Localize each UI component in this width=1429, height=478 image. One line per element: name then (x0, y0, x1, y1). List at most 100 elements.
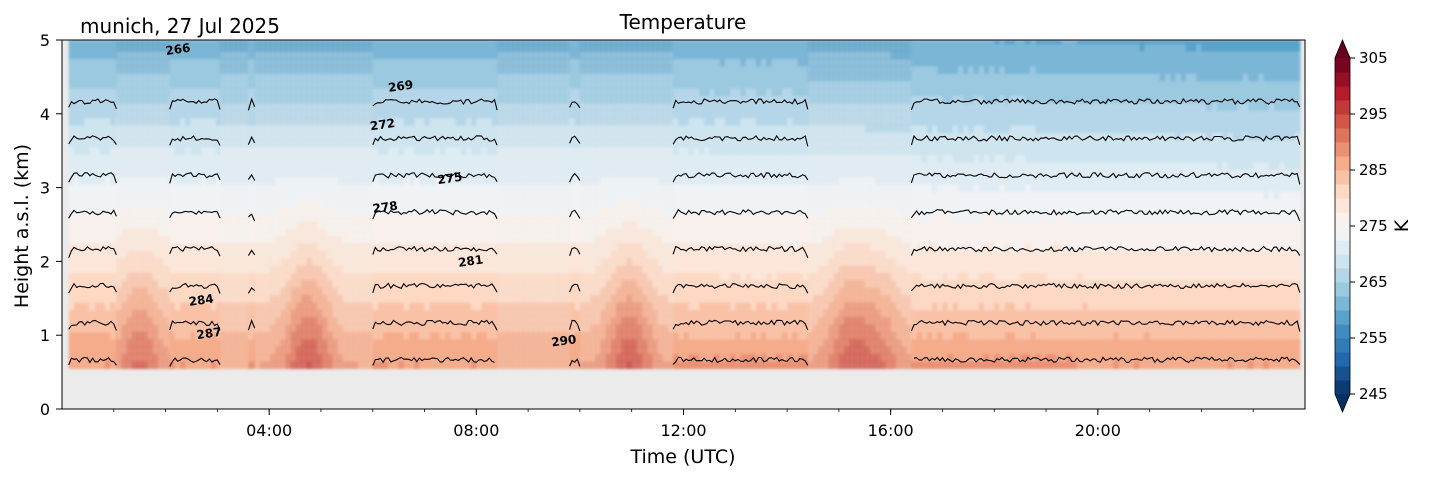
heatmap-cell (502, 250, 509, 259)
heatmap-cell (533, 87, 540, 96)
heatmap-cell (353, 65, 359, 74)
heatmap-cell (347, 242, 354, 251)
heatmap-cell (306, 176, 313, 185)
heatmap-cell (590, 169, 597, 178)
heatmap-cell (403, 102, 410, 111)
heatmap-cell (590, 198, 597, 207)
heatmap-cell (116, 220, 123, 229)
heatmap-cell (543, 228, 550, 237)
heatmap-cell (79, 279, 85, 288)
heatmap-cell (337, 250, 344, 259)
heatmap-cell (152, 198, 159, 207)
heatmap-cell (353, 235, 359, 244)
heatmap-cell (296, 65, 302, 74)
heatmap-cell (393, 87, 400, 96)
heatmap-cell (559, 102, 565, 111)
heatmap-cell (240, 250, 247, 259)
heatmap-cell (465, 87, 472, 96)
heatmap-cell (538, 139, 545, 148)
heatmap-cell (616, 87, 622, 96)
heatmap-cell (409, 206, 415, 215)
heatmap-cell (290, 346, 297, 355)
heatmap-cell (185, 206, 192, 215)
heatmap-cell (507, 117, 514, 126)
heatmap-cell (476, 228, 483, 237)
heatmap-cell (358, 139, 365, 148)
heatmap-cell (162, 154, 169, 163)
heatmap-cell (306, 169, 313, 178)
heatmap-cell (372, 316, 379, 325)
heatmap-cell (616, 346, 622, 355)
heatmap-cell (543, 58, 550, 67)
heatmap-cell (104, 161, 111, 170)
heatmap-cell (126, 220, 133, 229)
heatmap-cell (409, 220, 415, 229)
heatmap-cell (99, 102, 106, 111)
heatmap-cell (497, 176, 503, 185)
heatmap-cell (253, 198, 256, 207)
heatmap-cell (89, 51, 96, 60)
heatmap-cell (393, 161, 400, 170)
heatmap-cell (285, 40, 292, 45)
heatmap-cell (398, 87, 405, 96)
heatmap-cell (270, 132, 276, 141)
heatmap-cell (131, 117, 138, 126)
heatmap-cell (533, 132, 540, 141)
heatmap-cell (254, 58, 261, 67)
heatmap-cell (347, 191, 354, 200)
heatmap-cell (321, 331, 328, 340)
heatmap-cell (445, 272, 452, 281)
heatmap-cell (152, 95, 159, 104)
heatmap-cell (200, 213, 207, 222)
heatmap-cell (429, 183, 436, 192)
heatmap-cell (195, 154, 202, 163)
heatmap-cell (68, 250, 75, 259)
heatmap-cell (445, 346, 452, 355)
heatmap-cell (190, 147, 197, 155)
heatmap-cell (548, 294, 555, 303)
heatmap-cell (579, 206, 586, 215)
heatmap-cell (579, 279, 586, 288)
heatmap-cell (507, 338, 514, 347)
heatmap-cell (89, 87, 96, 96)
heatmap-cell (116, 102, 123, 111)
heatmap-cell (321, 287, 328, 296)
heatmap-cell (533, 80, 540, 89)
heatmap-cell (564, 213, 571, 222)
heatmap-cell (554, 206, 560, 215)
heatmap-cell (79, 250, 85, 259)
heatmap-cell (465, 139, 472, 148)
heatmap-cell (574, 301, 581, 310)
heatmap-cell (253, 242, 256, 251)
heatmap-cell (621, 257, 628, 266)
heatmap-cell (142, 87, 149, 96)
heatmap-cell (73, 301, 80, 310)
heatmap-cell (414, 316, 420, 325)
heatmap-cell (554, 198, 560, 207)
heatmap-cell (169, 95, 176, 104)
heatmap-cell (424, 265, 431, 274)
heatmap-cell (465, 117, 472, 126)
heatmap-cell (147, 228, 154, 237)
heatmap-cell (559, 154, 565, 163)
heatmap-cell (507, 58, 514, 67)
heatmap-cell (211, 309, 217, 318)
heatmap-cell (383, 228, 389, 237)
heatmap-cell (616, 73, 622, 82)
heatmap-cell (585, 206, 591, 215)
heatmap-cell (270, 65, 276, 74)
heatmap-cell (424, 250, 431, 259)
heatmap-cell (337, 257, 344, 266)
heatmap-cell (296, 353, 302, 362)
heatmap-cell (564, 287, 571, 296)
heatmap-cell (403, 176, 410, 185)
heatmap-cell (502, 154, 509, 163)
heatmap-cell (211, 51, 217, 60)
heatmap-cell (363, 257, 370, 266)
heatmap-cell (429, 279, 436, 288)
heatmap-cell (110, 154, 116, 163)
heatmap-cell (465, 176, 472, 185)
heatmap-cell (497, 206, 503, 215)
heatmap-cell (254, 206, 261, 215)
heatmap-cell (301, 257, 308, 266)
